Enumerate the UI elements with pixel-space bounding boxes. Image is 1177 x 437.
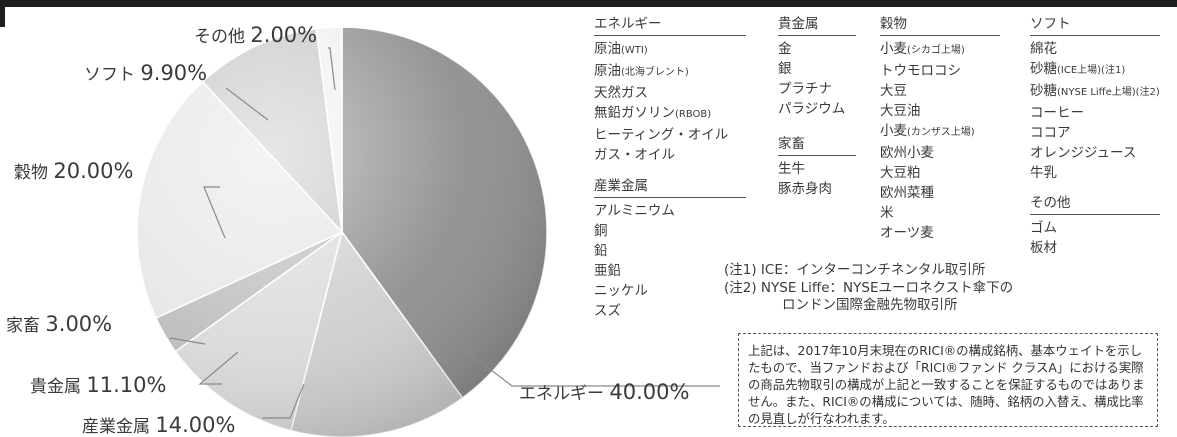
slice-label-name: エネルギー — [519, 384, 609, 404]
leader-line — [262, 383, 305, 419]
component-item: 大豆 — [880, 83, 907, 99]
component-item: スズ — [594, 303, 621, 319]
component-item: 原油(WTI) — [594, 41, 648, 57]
disclaimer-box: 上記は、2017年10月末現在のRICI®の構成銘柄、基本ウェイトを示したもので… — [738, 333, 1158, 427]
component-item-note: (カンザス上場) — [907, 127, 975, 138]
component-item: 綿花 — [1030, 41, 1057, 57]
slice-label-name: 貴金属 — [30, 377, 86, 397]
component-item: 天然ガス — [594, 85, 648, 101]
component-item: 小麦(カンザス上場) — [880, 123, 975, 139]
slice-label-value: 2.00% — [250, 23, 317, 47]
component-item: ニッケル — [594, 283, 648, 299]
component-item: 牛乳 — [1030, 165, 1057, 181]
category-title-grains: 穀物 — [880, 14, 1000, 36]
component-item: 原油(北海ブレント) — [594, 63, 689, 79]
slice-label: 穀物 20.00% — [14, 159, 133, 183]
component-item: オーツ麦 — [880, 225, 934, 241]
component-item: 鉛 — [594, 243, 608, 259]
slice-label: 産業金属 14.00% — [82, 413, 235, 437]
category-industrial-metals: 産業金属 アルミニウム銅鉛亜鉛ニッケルスズ — [594, 176, 746, 321]
leader-line — [225, 87, 269, 121]
component-item: 金 — [778, 41, 792, 57]
slice-label-value: 40.00% — [609, 380, 689, 404]
component-item: ヒーティング・オイル — [594, 127, 729, 143]
category-title-softs: ソフト — [1030, 14, 1160, 36]
component-item: 砂糖(ICE上場)(注1) — [1030, 61, 1126, 77]
category-precious-metals: 貴金属 金銀プラチナパラジウム — [778, 14, 856, 119]
slice-label-name: その他 — [194, 27, 250, 47]
category-title-energy: エネルギー — [594, 14, 746, 36]
component-item: 小麦(シカゴ上場) — [880, 41, 965, 57]
slice-label: エネルギー 40.00% — [519, 380, 689, 404]
slice-label-name: 家畜 — [6, 316, 45, 336]
component-item-note: (ICE上場)(注1) — [1057, 65, 1126, 76]
slice-label-value: 20.00% — [53, 159, 133, 183]
component-item: ゴム — [1030, 220, 1057, 236]
component-item: 砂糖(NYSE Liffe上場)(注2) — [1030, 83, 1160, 99]
slice-label: その他 2.00% — [194, 23, 317, 47]
slice-label: 貴金属 11.10% — [30, 373, 166, 397]
top-border-bar — [0, 0, 1177, 7]
slice-label-value: 14.00% — [155, 413, 235, 437]
component-item: 大豆粕 — [880, 165, 921, 181]
component-item-note: (WTI) — [621, 45, 648, 56]
leader-line — [198, 351, 239, 385]
slice-label-name: 穀物 — [14, 163, 53, 183]
component-item-note: (北海ブレント) — [621, 67, 689, 78]
note-2-line-2: ロンドン国際金融先物取引所 — [782, 297, 958, 313]
component-item: パラジウム — [778, 101, 846, 117]
leader-line — [328, 47, 336, 91]
slice-label-name: ソフト — [84, 65, 140, 85]
category-livestock: 家畜 生牛 豚赤身肉 — [778, 134, 856, 199]
pie-chart: エネルギー 40.00% 産業金属 14.00% 貴金属 11.10% 家畜 3.00… — [6, 23, 720, 437]
slice-label: ソフト 9.90% — [84, 61, 207, 85]
component-item: 亜鉛 — [594, 263, 621, 279]
category-energy: エネルギー 原油(WTI) 原油(北海ブレント) 天然ガス無鉛ガソリン(RBOB) ヒ… — [594, 14, 746, 165]
component-item: アルミニウム — [594, 203, 675, 219]
category-title-industrial-metals: 産業金属 — [594, 176, 746, 198]
component-item: ガス・オイル — [594, 147, 675, 163]
component-item: 板材 — [1030, 240, 1057, 256]
category-title-livestock: 家畜 — [778, 134, 856, 156]
component-item: 無鉛ガソリン(RBOB) — [594, 105, 712, 121]
slice-label-name: 産業金属 — [82, 417, 155, 437]
note-2-line-1: (注2) NYSE Liffe：NYSEユーロネクスト傘下の — [724, 279, 1014, 296]
component-item: 米 — [880, 205, 894, 221]
component-item: 欧州菜種 — [880, 185, 934, 201]
category-others: その他 ゴム 板材 — [1030, 193, 1160, 258]
category-grains: 穀物 小麦(シカゴ上場) トウモロコシ 大豆大豆油小麦(カンザス上場) 欧州小麦大豆粕… — [880, 14, 1000, 243]
slice-label-value: 9.90% — [140, 61, 207, 85]
component-item: ココア — [1030, 125, 1071, 141]
component-item: 銀 — [778, 61, 792, 77]
leader-line — [169, 337, 206, 345]
component-item-note: (NYSE Liffe上場)(注2) — [1057, 87, 1160, 98]
component-item: 豚赤身肉 — [778, 181, 832, 197]
slice-label: 家畜 3.00% — [6, 312, 112, 336]
component-item: オレンジジュース — [1030, 145, 1137, 161]
component-item-note: (シカゴ上場) — [907, 45, 965, 56]
component-item: トウモロコシ — [880, 63, 961, 79]
component-item: 銅 — [594, 223, 608, 239]
note-1: (注1) ICE：インターコンチネンタル取引所 — [724, 262, 986, 278]
component-item: 大豆油 — [880, 103, 921, 119]
component-item: 生牛 — [778, 161, 805, 177]
leader-line — [203, 186, 226, 239]
leader-line — [451, 339, 720, 387]
footnotes: (注1) ICE：インターコンチネンタル取引所 (注2) NYSE Liffe：… — [724, 262, 1013, 315]
component-item: プラチナ — [778, 81, 832, 97]
category-title-others: その他 — [1030, 193, 1160, 215]
left-accent-mark — [0, 7, 5, 27]
category-softs: ソフト 綿花砂糖(ICE上場)(注1) 砂糖(NYSE Liffe上場)(注2) コ… — [1030, 14, 1160, 183]
component-item-note: (RBOB) — [675, 109, 712, 120]
slice-label-value: 3.00% — [45, 312, 112, 336]
component-item: 欧州小麦 — [880, 145, 934, 161]
component-item: コーヒー — [1030, 105, 1084, 121]
category-title-precious-metals: 貴金属 — [778, 14, 856, 36]
pie-shading — [137, 27, 547, 437]
slice-label-value: 11.10% — [86, 373, 166, 397]
